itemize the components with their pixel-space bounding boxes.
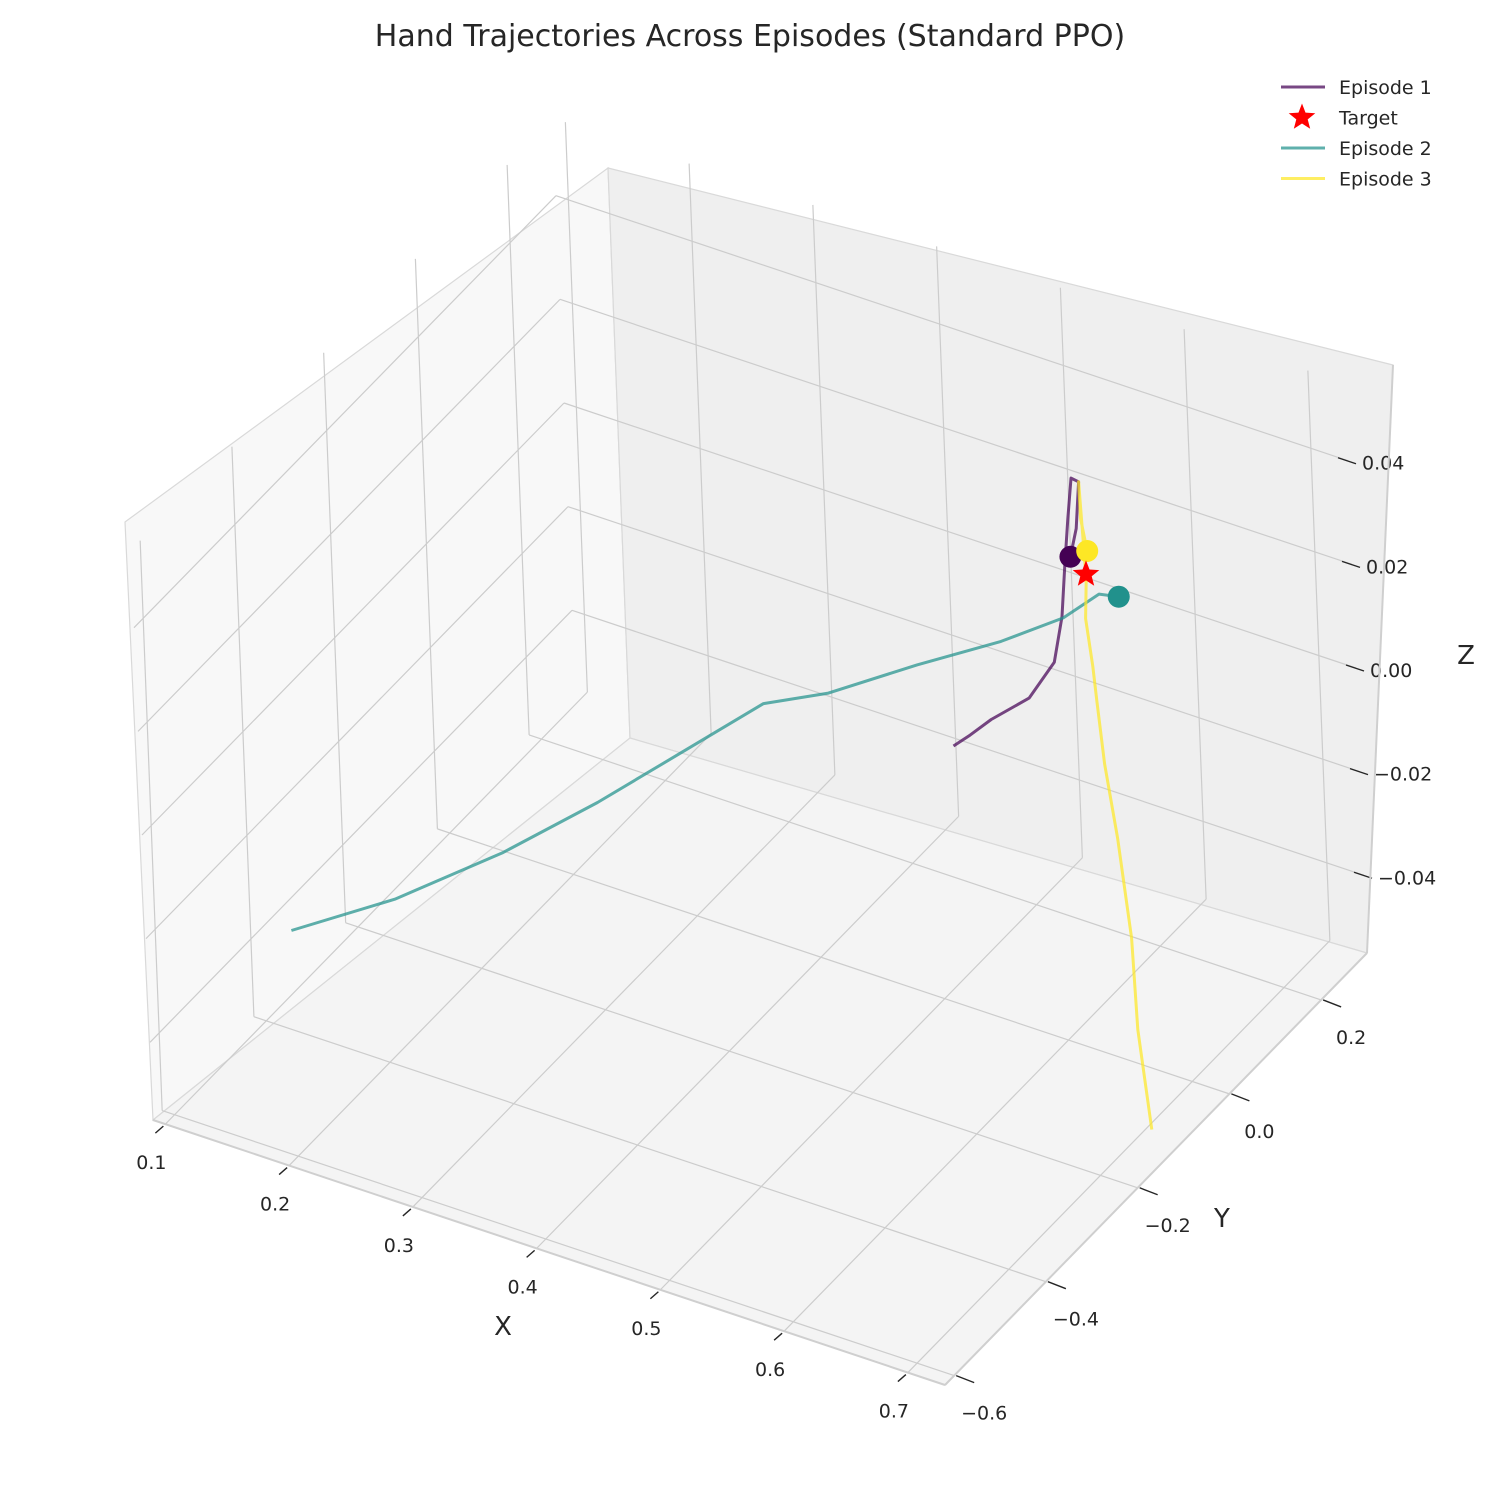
y-axis-line: [944, 952, 1368, 1386]
x-tick-mark: [278, 1167, 288, 1176]
z-axis-label: Z: [1457, 641, 1475, 671]
z-tick-label: 0.02: [1366, 556, 1408, 578]
start-point-episode-1: [1059, 545, 1082, 568]
x-tick-mark: [402, 1208, 412, 1217]
y-tick-mark: [955, 1374, 975, 1384]
z-tick-label: 0.00: [1370, 660, 1412, 682]
grid-line-z-left: [145, 506, 569, 940]
series-line-episode-3: [1077, 480, 1154, 1130]
y-tick-mark: [1231, 1093, 1250, 1102]
grid-line-y-floor: [161, 1110, 955, 1377]
legend-label: Episode 3: [1339, 169, 1432, 191]
chart-title: Hand Trajectories Across Episodes (Stand…: [375, 19, 1125, 54]
z-tick-mark: [1337, 457, 1357, 465]
series-layer: [290, 476, 1154, 1130]
grid-line-x-floor: [907, 940, 1331, 1373]
grid-line-y-floor: [528, 734, 1322, 1001]
y-tick-label: 0.2: [1336, 1027, 1366, 1049]
x-tick-mark: [773, 1332, 783, 1341]
grid-line-z-left: [133, 195, 557, 629]
grid-line-z-left: [141, 402, 565, 836]
legend-label: Target: [1338, 108, 1398, 130]
grid-line-y-floor: [253, 1016, 1047, 1283]
legend-label: Episode 1: [1339, 77, 1432, 99]
x-tick-label: 0.1: [136, 1152, 166, 1174]
target-star-marker: [1072, 560, 1100, 586]
x-tick-mark: [897, 1374, 907, 1383]
y-tick-label: −0.6: [961, 1403, 1007, 1425]
y-tick-label: −0.4: [1053, 1309, 1099, 1331]
x-tick-label: 0.5: [631, 1318, 661, 1340]
grid-line-x-floor: [783, 898, 1207, 1332]
x-axis-label: X: [494, 1312, 512, 1342]
grid-line-z-back: [555, 195, 1349, 462]
legend-swatch-star: [1288, 103, 1316, 129]
x-tick-label: 0.2: [260, 1194, 290, 1216]
y-tick-mark: [1322, 999, 1342, 1008]
y-tick-mark: [1047, 1281, 1067, 1290]
z-axis-line: [1366, 364, 1394, 954]
marker-layer: [1059, 539, 1130, 608]
grid-line-x-floor: [164, 691, 588, 1125]
grid-line-y-floor: [345, 922, 1138, 1189]
x-tick-label: 0.3: [384, 1235, 414, 1257]
y-tick-label: −0.2: [1145, 1215, 1191, 1237]
legend-label: Episode 2: [1339, 138, 1432, 160]
axes: 0.1 0.2 0.3 0.4 0.5 0.6 0.7 −0.6 −0.4 −0.2 0.0 0.2 −…: [136, 364, 1436, 1425]
z-tick-label: 0.04: [1362, 453, 1404, 475]
start-point-episode-2: [1107, 585, 1130, 608]
y-axis-label: Y: [1213, 1204, 1230, 1234]
z-tick-label: −0.04: [1378, 867, 1436, 889]
grid-line-x-floor: [536, 815, 960, 1249]
z-tick-mark: [1349, 767, 1369, 776]
grid-line-z-back: [559, 298, 1353, 565]
grid-line-z-left: [137, 298, 561, 732]
z-tick-mark: [1341, 560, 1361, 569]
grid-line-z-back: [563, 402, 1357, 669]
z-tick-mark: [1353, 871, 1373, 879]
legend: Episode 1 Target Episode 2 Episode 3: [1281, 77, 1432, 191]
x-tick-mark: [526, 1249, 536, 1258]
grid-lines: [133, 122, 1365, 1377]
x-axis-line: [152, 1119, 946, 1386]
z-tick-mark: [1345, 664, 1365, 672]
y-tick-label: 0.0: [1244, 1121, 1274, 1143]
grid-line-z-back: [567, 506, 1361, 773]
y-tick-mark: [1139, 1187, 1158, 1196]
grid-line-z-back: [571, 609, 1365, 876]
series-line-episode-2: [290, 592, 1119, 932]
x-tick-label: 0.6: [755, 1359, 785, 1381]
grid-line-x-floor: [412, 774, 836, 1208]
grid-line-y-floor: [437, 828, 1230, 1095]
x-tick-mark: [649, 1291, 659, 1300]
x-tick-mark: [154, 1125, 164, 1134]
x-tick-label: 0.4: [508, 1276, 538, 1298]
z-tick-label: −0.02: [1374, 764, 1432, 786]
axis-panes: [124, 166, 1394, 1386]
start-point-episode-3: [1076, 539, 1099, 562]
grid-line-x-floor: [288, 733, 712, 1166]
x-tick-label: 0.7: [879, 1401, 909, 1423]
grid-line-x-floor: [659, 857, 1083, 1291]
grid-line-z-left: [149, 609, 573, 1043]
